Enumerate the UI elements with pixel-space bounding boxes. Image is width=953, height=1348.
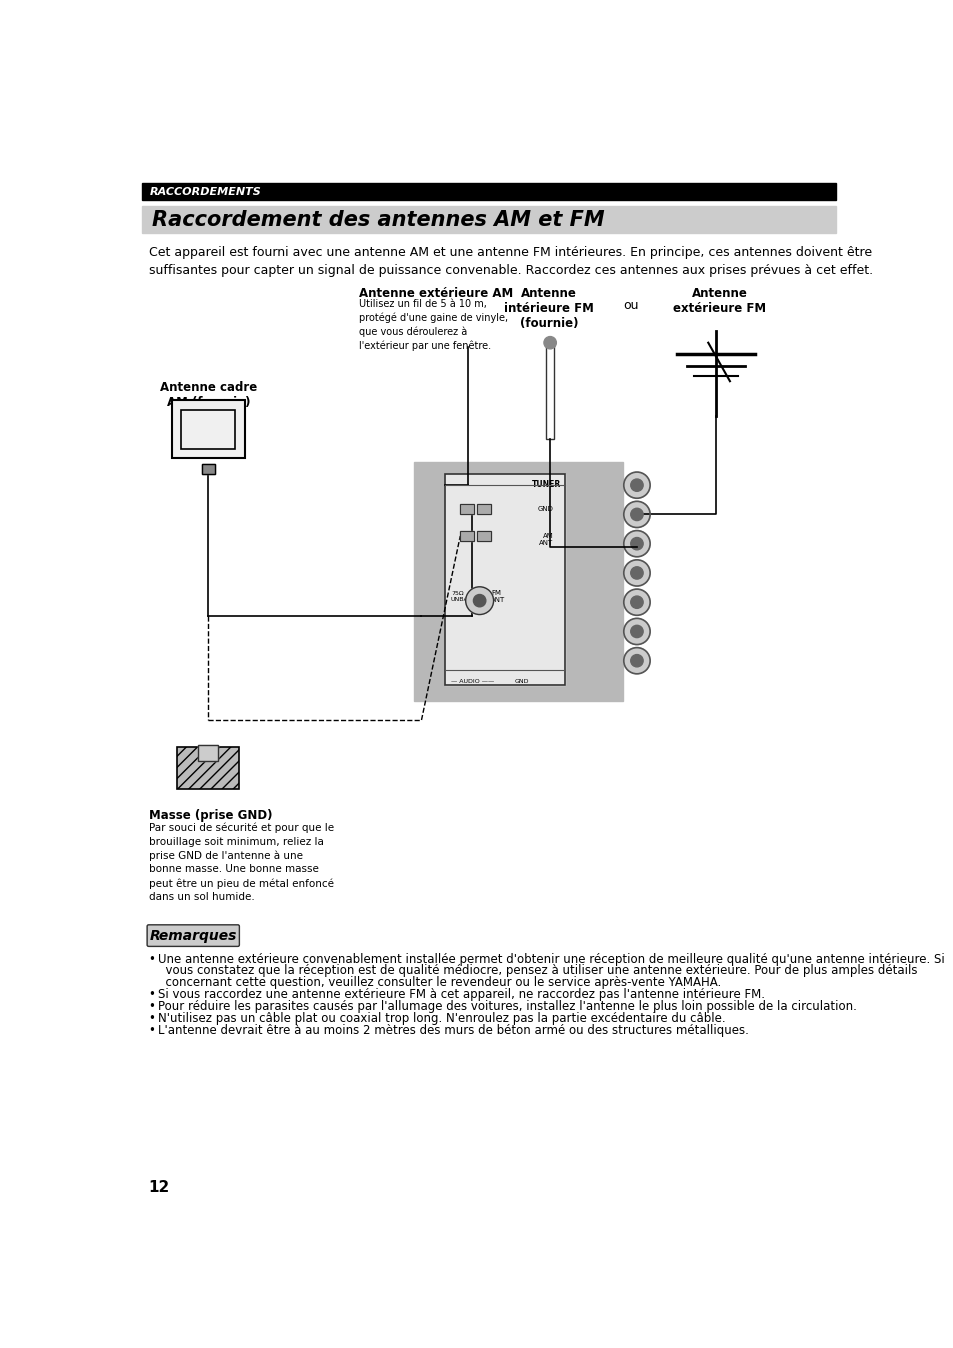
Text: •: •: [149, 953, 155, 965]
Bar: [202, 464, 214, 473]
Bar: [177, 747, 239, 790]
Text: — AUDIO ——: — AUDIO ——: [451, 679, 494, 685]
Bar: [546, 338, 554, 439]
Circle shape: [623, 559, 649, 586]
Text: N'utilisez pas un câble plat ou coaxial trop long. N'enroulez pas la partie excé: N'utilisez pas un câble plat ou coaxial …: [158, 1012, 725, 1026]
Bar: [142, 206, 835, 233]
Bar: [198, 745, 218, 760]
Circle shape: [623, 589, 649, 615]
Bar: [444, 473, 564, 685]
Text: Antenne
extérieure FM: Antenne extérieure FM: [673, 287, 765, 315]
Bar: [459, 531, 474, 541]
Circle shape: [623, 619, 649, 644]
Circle shape: [630, 508, 642, 520]
Text: •: •: [149, 1024, 155, 1037]
Text: Antenne cadre
AM (fournie): Antenne cadre AM (fournie): [159, 381, 256, 410]
Bar: [414, 462, 622, 701]
Text: TUNER: TUNER: [531, 480, 560, 489]
FancyBboxPatch shape: [147, 925, 239, 946]
Circle shape: [623, 647, 649, 674]
Bar: [476, 504, 491, 514]
Text: Une antenne extérieure convenablement installée permet d'obtenir une réception d: Une antenne extérieure convenablement in…: [158, 953, 943, 965]
Text: •: •: [149, 988, 155, 1002]
Bar: [142, 183, 835, 201]
Text: GND: GND: [537, 506, 553, 512]
Text: Remarques: Remarques: [150, 929, 236, 944]
Circle shape: [473, 594, 485, 607]
Text: Raccordement des antennes AM et FM: Raccordement des antennes AM et FM: [152, 209, 604, 229]
Text: AM
ANT: AM ANT: [538, 532, 553, 546]
Text: Pour réduire les parasites causés par l'allumage des voitures, installez l'anten: Pour réduire les parasites causés par l'…: [158, 1000, 856, 1014]
Text: ou: ou: [622, 299, 638, 311]
Circle shape: [630, 625, 642, 638]
Bar: [459, 504, 474, 514]
Text: RACCORDEMENTS: RACCORDEMENTS: [150, 187, 262, 197]
Text: Masse (prise GND): Masse (prise GND): [149, 809, 272, 821]
Circle shape: [543, 337, 556, 349]
Bar: [459, 504, 474, 514]
Text: 12: 12: [149, 1180, 170, 1194]
Circle shape: [623, 531, 649, 557]
Circle shape: [630, 596, 642, 608]
Bar: [198, 745, 218, 760]
Text: concernant cette question, veuillez consulter le revendeur ou le service après-v: concernant cette question, veuillez cons…: [158, 976, 720, 989]
Circle shape: [630, 538, 642, 550]
Text: 75Ω
UNBAL.: 75Ω UNBAL.: [451, 592, 474, 603]
Circle shape: [623, 501, 649, 527]
Bar: [444, 473, 564, 685]
Circle shape: [630, 479, 642, 491]
Bar: [202, 464, 214, 473]
Text: Antenne extérieure AM: Antenne extérieure AM: [359, 287, 514, 301]
Circle shape: [623, 472, 649, 499]
Bar: [172, 400, 245, 458]
Bar: [476, 504, 491, 514]
Text: Par souci de sécurité et pour que le
brouillage soit minimum, reliez la
prise GN: Par souci de sécurité et pour que le bro…: [149, 822, 334, 902]
Text: L'antenne devrait être à au moins 2 mètres des murs de béton armé ou des structu: L'antenne devrait être à au moins 2 mètr…: [158, 1024, 748, 1037]
Text: •: •: [149, 1012, 155, 1026]
Circle shape: [630, 655, 642, 667]
Text: Cet appareil est fourni avec une antenne AM et une antenne FM intérieures. En pr: Cet appareil est fourni avec une antenne…: [149, 247, 872, 278]
Text: Si vous raccordez une antenne extérieure FM à cet appareil, ne raccordez pas l'a: Si vous raccordez une antenne extérieure…: [158, 988, 764, 1002]
Bar: [459, 531, 474, 541]
Circle shape: [465, 586, 493, 615]
Text: vous constatez que la réception est de qualité médiocre, pensez à utiliser une a: vous constatez que la réception est de q…: [158, 964, 917, 977]
Text: FM
ANT: FM ANT: [491, 590, 505, 604]
Text: GND: GND: [514, 679, 529, 685]
Circle shape: [630, 566, 642, 580]
Text: Utilisez un fil de 5 à 10 m,
protégé d'une gaine de vinyle,
que vous déroulerez : Utilisez un fil de 5 à 10 m, protégé d'u…: [359, 299, 508, 350]
Bar: [476, 531, 491, 541]
Text: Antenne
intérieure FM
(fournie): Antenne intérieure FM (fournie): [504, 287, 594, 330]
Bar: [476, 531, 491, 541]
Text: •: •: [149, 1000, 155, 1014]
Bar: [546, 338, 554, 439]
Bar: [181, 410, 235, 449]
